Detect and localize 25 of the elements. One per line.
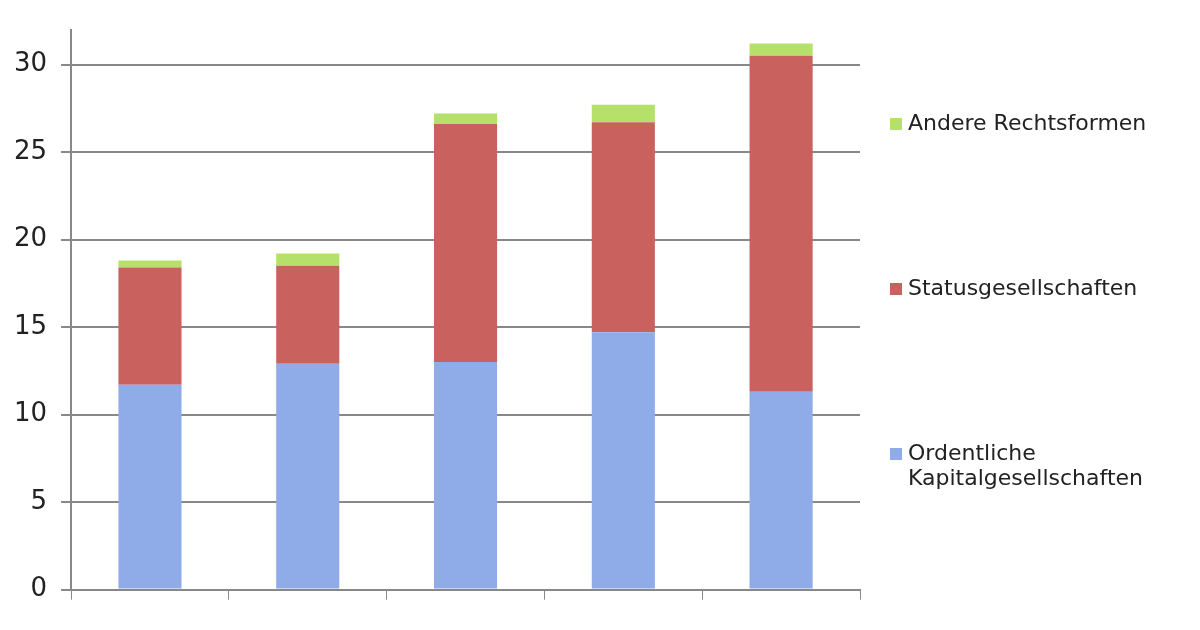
y-tick-label: 5 (30, 484, 48, 515)
bar (749, 55, 813, 392)
bar (118, 384, 182, 589)
bar (276, 363, 340, 589)
bar (118, 260, 182, 268)
bar (276, 265, 340, 364)
bar (433, 124, 498, 363)
bar (433, 362, 498, 589)
bar (591, 122, 655, 333)
bar (118, 267, 182, 385)
bar (433, 113, 498, 125)
bar (276, 253, 340, 266)
y-tick-label: 20 (13, 222, 48, 253)
y-tick-label: 0 (30, 572, 48, 603)
y-tick-label: 15 (13, 309, 48, 340)
legend-label: Ordentliche Kapitalgesellschaften (908, 440, 1144, 490)
bar (749, 391, 813, 589)
bar (591, 332, 655, 589)
y-tick-label: 30 (13, 47, 48, 78)
bar (749, 43, 813, 56)
y-tick-label: 25 (13, 134, 48, 165)
legend-label: Statusgesellschaften (908, 275, 1139, 300)
y-tick-label: 10 (13, 397, 48, 428)
bar (591, 104, 655, 123)
legend-label: Andere Rechtsformen (908, 110, 1148, 135)
